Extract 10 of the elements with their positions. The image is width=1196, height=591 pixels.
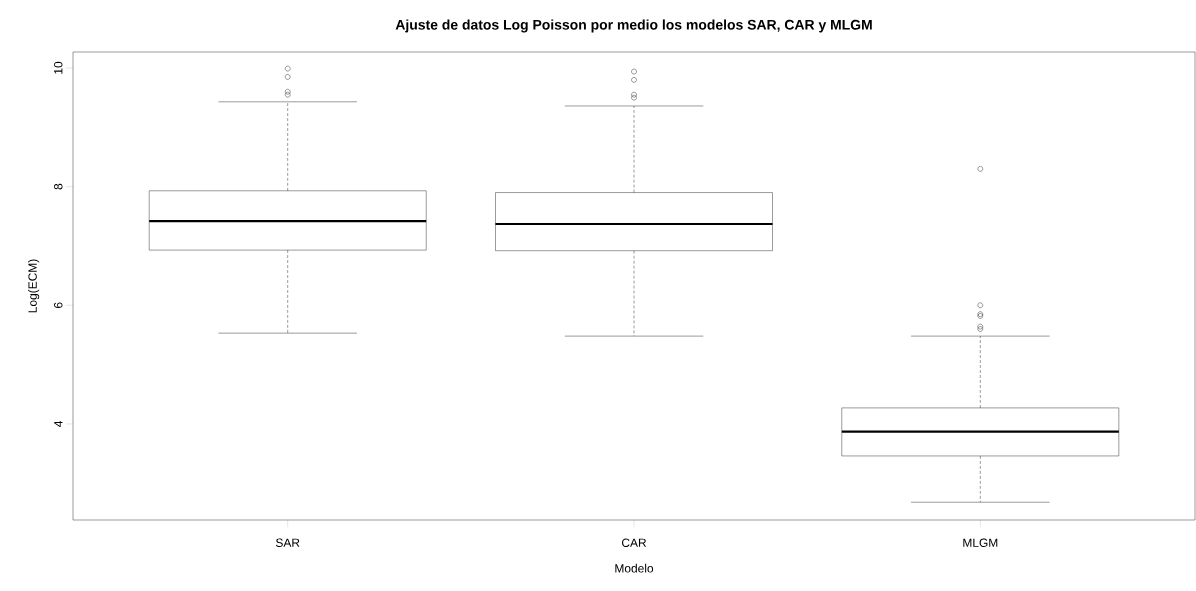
x-tick-label: MLGM bbox=[963, 538, 998, 547]
y-axis-title: Log(ECM) bbox=[28, 259, 40, 313]
y-tick-label: 6 bbox=[54, 302, 63, 308]
y-tick-label: 4 bbox=[54, 420, 63, 427]
x-tick-label: SAR bbox=[275, 538, 300, 547]
x-axis-title: Modelo bbox=[615, 563, 654, 573]
x-tick-label: CAR bbox=[622, 538, 647, 547]
chart-title: Ajuste de datos Log Poisson por medio los modelos SAR, CAR y MLGM bbox=[395, 19, 872, 33]
y-tick-label: 10 bbox=[54, 61, 63, 74]
y-tick-label: 8 bbox=[54, 183, 63, 190]
